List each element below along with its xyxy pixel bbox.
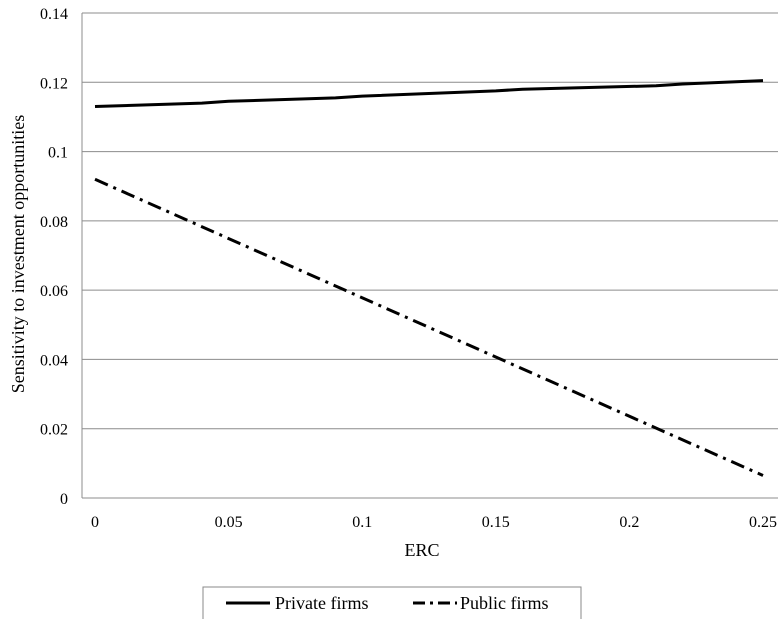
series-line-public-firms	[94, 177, 764, 477]
legend-label-public-firms: Public firms	[460, 593, 549, 613]
x-tick-labels: 0 0.05 0.1 0.15 0.2 0.25	[91, 514, 777, 531]
legend: Private firms Public firms	[202, 586, 582, 619]
x-tick-label: 0.15	[482, 514, 510, 531]
series-line-private-firms	[94, 79, 764, 108]
x-tick-label: 0.2	[619, 514, 639, 531]
y-tick-label: 0	[60, 491, 68, 508]
y-tick-label: 0.02	[40, 422, 68, 439]
y-tick-label: 0.06	[40, 283, 68, 300]
legend-box	[202, 586, 582, 619]
axes	[81, 13, 778, 499]
y-tick-label: 0.08	[40, 214, 68, 231]
series-lines	[94, 79, 764, 477]
x-tick-label: 0.25	[749, 514, 777, 531]
y-axis-label: Sensitivity to investment opportunities	[8, 115, 28, 394]
legend-label-private-firms: Private firms	[275, 593, 368, 613]
y-tick-label: 0.12	[40, 75, 68, 92]
y-tick-label: 0.14	[40, 6, 68, 23]
y-tick-label: 0.04	[40, 352, 68, 369]
y-tick-label: 0.1	[48, 145, 68, 162]
gridlines	[82, 12, 778, 430]
x-tick-label: 0.1	[352, 514, 372, 531]
x-tick-label: 0.05	[215, 514, 243, 531]
x-axis-label: ERC	[404, 540, 439, 560]
x-tick-label: 0	[91, 514, 99, 531]
y-tick-labels: 0 0.02 0.04 0.06 0.08 0.1 0.12 0.14	[40, 6, 68, 508]
